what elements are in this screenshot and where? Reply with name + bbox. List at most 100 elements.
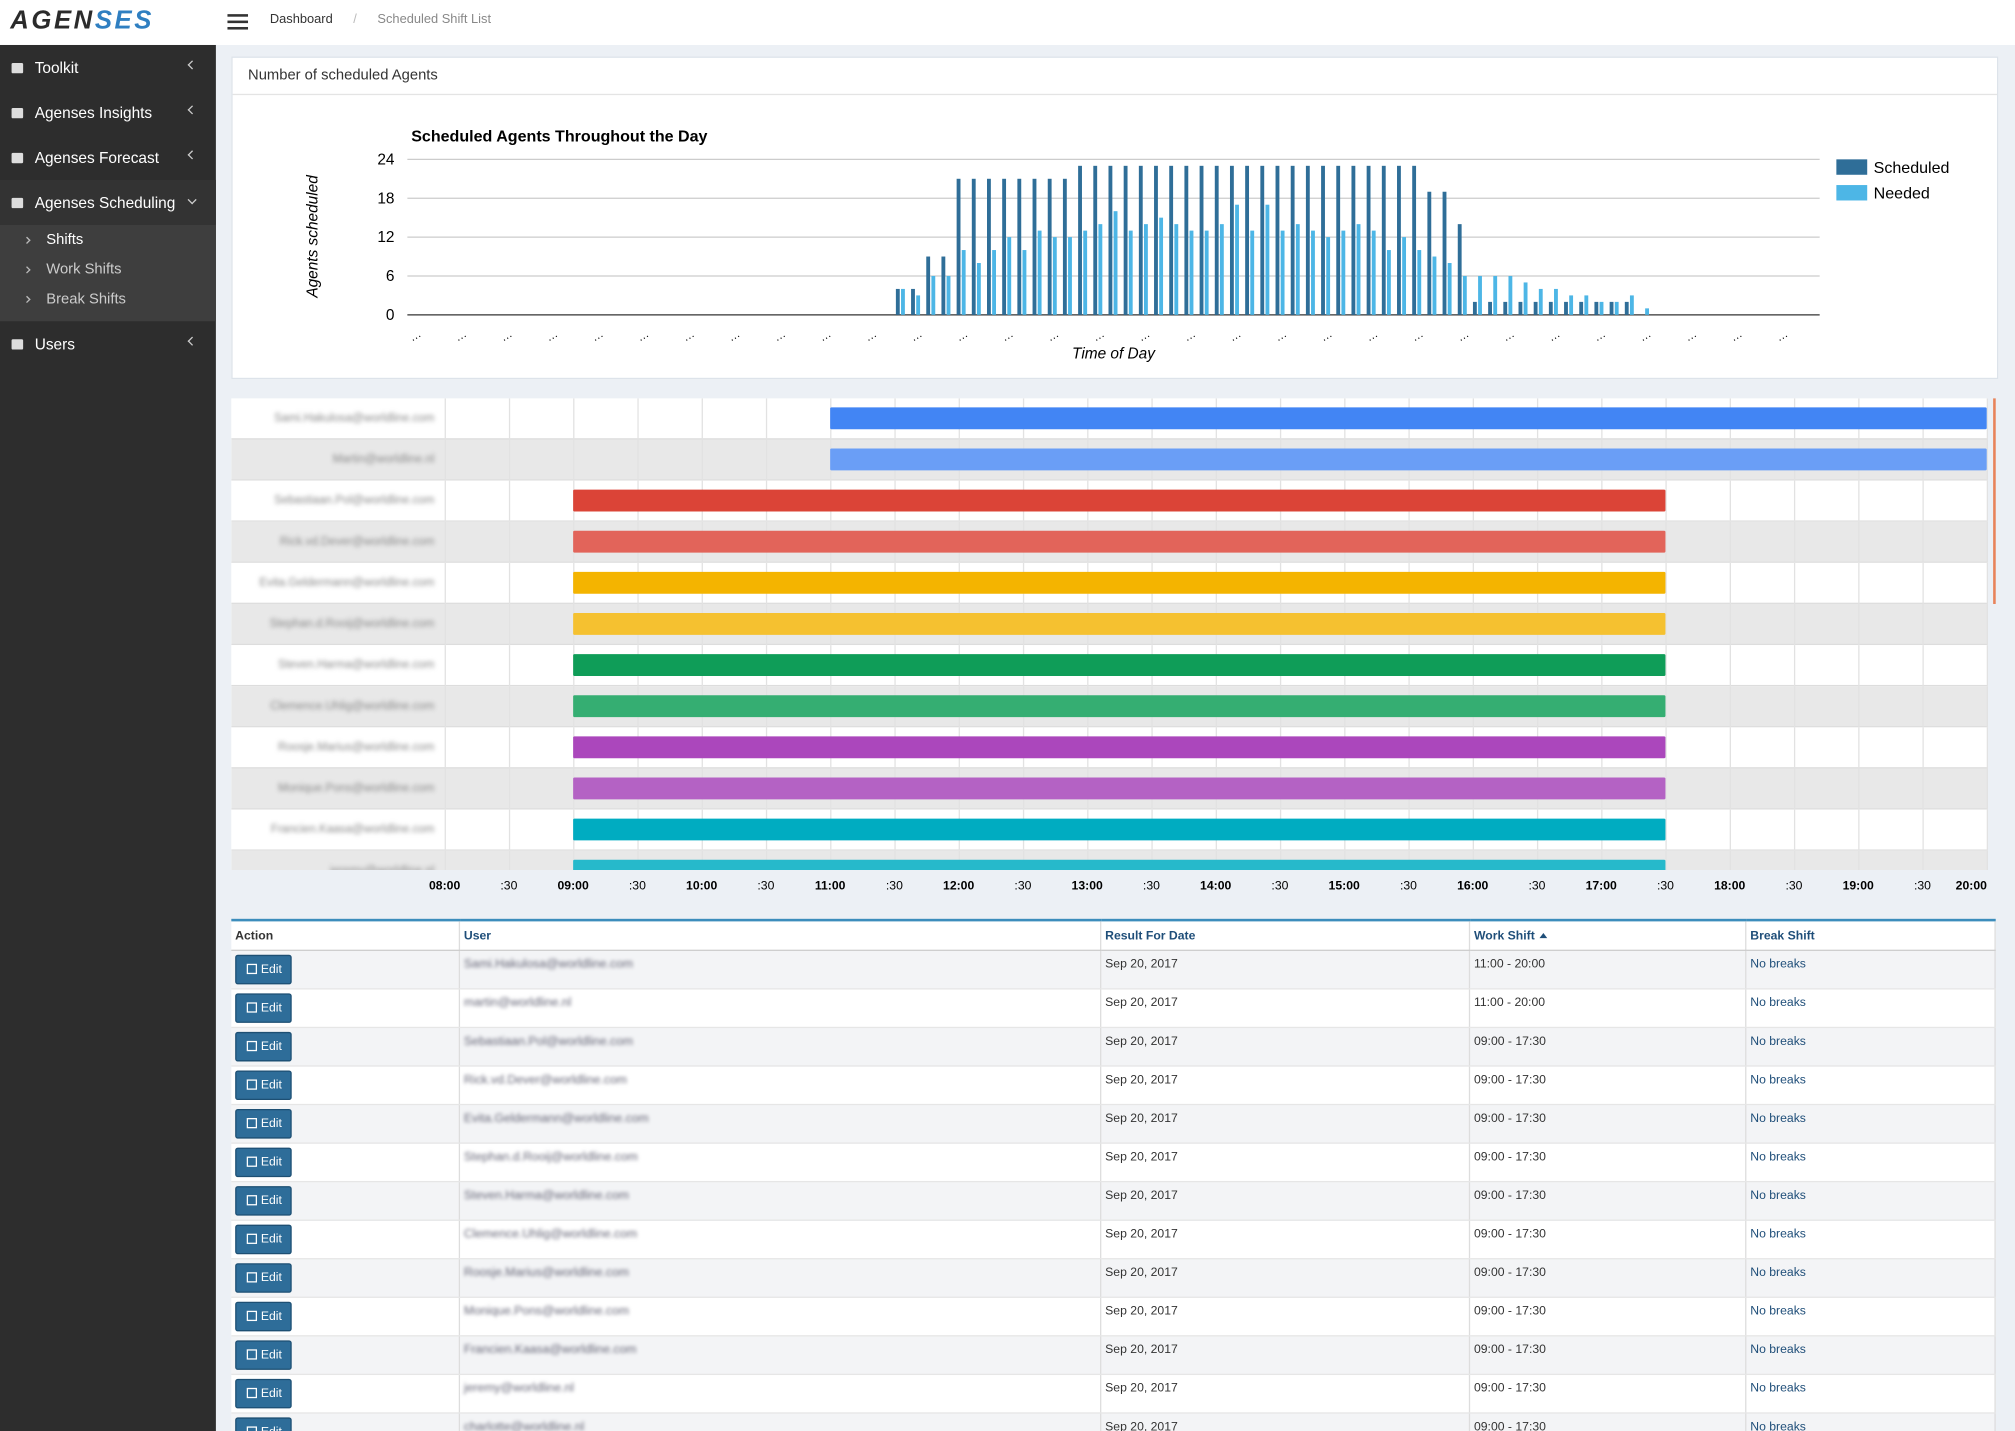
timeline-label: jeremy@worldline.nl [330,863,435,870]
table-cell: Sep 20, 2017 [1100,1143,1471,1183]
edit-button[interactable]: Edit [235,1109,293,1139]
edit-button[interactable]: Edit [235,1186,293,1216]
submenu-item[interactable]: Shifts [0,226,216,256]
breadcrumb-link[interactable]: Dashboard [269,12,333,27]
chart-panel: Number of scheduled Agents Scheduled Age… [231,56,1999,380]
bar [1447,263,1452,315]
shift-bar[interactable] [573,530,1666,553]
table-cell: 09:00 - 17:30 [1469,1065,1747,1106]
shift-bar[interactable] [573,777,1666,800]
edit-label: Edit [260,1155,282,1170]
logo[interactable]: AGENSES [10,6,154,36]
break-link[interactable]: No breaks [1750,1073,1806,1088]
edit-button[interactable]: Edit [235,1070,293,1101]
shift-bar[interactable] [573,695,1666,718]
bar [931,275,936,315]
table-row: Edit Sami.Hakulosa@worldline.com Sep 20, 2… [231,950,1996,990]
table-cell: No breaks [1745,1027,1996,1067]
table-cell: No breaks [1745,1181,1996,1221]
column-header-text: Result For Date [1105,928,1196,943]
x-tick-label: … [1546,328,1562,344]
edit-button[interactable]: Edit [235,1301,293,1332]
break-link[interactable]: No breaks [1750,957,1806,972]
bar [1229,165,1234,315]
table-cell: Sep 20, 2017 [1100,950,1471,990]
shift-bar[interactable] [830,407,1987,430]
shift-bar[interactable] [573,612,1666,635]
shift-bar[interactable] [573,654,1666,676]
grid-line [444,398,446,440]
scrollbar[interactable] [1993,398,1996,604]
menu-label: Toolkit [34,59,79,78]
bar [1569,295,1574,315]
table-cell: Rick.vd.Dever@worldline.com [459,1065,1102,1106]
edit-button[interactable]: Edit [235,1031,293,1062]
table-cell: Edit [231,1374,461,1414]
timeline-row: Evita.Geldermann@worldline.com [231,562,1989,604]
bar [1402,237,1407,315]
timeline-row: Sebastiaan.Pol@worldline.com [231,480,1989,522]
table-cell: Sep 20, 2017 [1100,1258,1471,1298]
table-cell: 09:00 - 17:30 [1469,1027,1747,1067]
break-link[interactable]: No breaks [1750,1150,1806,1165]
table-cell: Sep 20, 2017 [1100,988,1471,1029]
shift-bar[interactable] [573,818,1666,841]
table-cell: jeremy@worldline.nl [459,1374,1102,1414]
edit-button[interactable]: Edit [235,1417,293,1431]
edit-button[interactable]: Edit [235,1147,293,1178]
break-link[interactable]: No breaks [1750,1111,1806,1126]
y-tick-label: 24 [377,151,395,168]
edit-button[interactable]: Edit [235,1224,293,1255]
menu-item[interactable]: Users [0,321,216,366]
bar [1214,165,1219,315]
shift-bar[interactable] [573,736,1666,759]
edit-button[interactable]: Edit [235,1378,293,1409]
break-link[interactable]: No breaks [1750,1381,1806,1396]
edit-button[interactable]: Edit [235,1340,293,1370]
column-header[interactable]: Result For Date [1100,918,1471,951]
edit-label: Edit [260,1078,282,1093]
bar [1533,301,1538,315]
shift-bar[interactable] [573,859,1666,870]
break-link[interactable]: No breaks [1750,1034,1806,1049]
shift-bar[interactable] [573,571,1666,594]
bar [1548,301,1553,315]
submenu-item[interactable]: Break Shifts [0,285,216,315]
bar [1321,165,1325,315]
break-link[interactable]: No breaks [1750,995,1806,1011]
edit-icon [246,1349,258,1360]
menu-item[interactable]: Agenses Insights [0,90,216,135]
table-cell: Stephan.d.Rooij@worldline.com [459,1143,1102,1183]
edit-button[interactable]: Edit [235,1263,293,1293]
menu-item[interactable]: Agenses Scheduling [0,179,216,225]
menu-label: Agenses Scheduling [34,194,176,213]
y-tick-label: 0 [386,307,395,324]
bar [1159,217,1164,315]
x-tick-label: … [1501,328,1517,344]
break-link[interactable]: No breaks [1750,1188,1806,1203]
break-link[interactable]: No breaks [1750,1227,1806,1242]
grid-line [1793,645,1796,687]
edit-button[interactable]: Edit [235,954,293,985]
menu-toggle[interactable] [227,14,249,17]
menu-item[interactable]: Agenses Forecast [0,135,216,180]
shift-bar[interactable] [573,489,1666,512]
break-link[interactable]: No breaks [1750,1420,1806,1431]
break-link[interactable]: No breaks [1750,1304,1806,1319]
table-cell: Sep 20, 2017 [1100,1412,1471,1431]
break-link[interactable]: No breaks [1750,1342,1806,1358]
cell-text: Sep 20, 2017 [1105,1381,1178,1396]
column-header[interactable]: User [459,918,1102,951]
submenu-item[interactable]: Work Shifts [0,256,216,286]
grid-line [1986,480,1989,522]
menu-item[interactable]: Toolkit [0,45,216,90]
x-tick-label: … [681,328,697,344]
bar [1138,165,1143,315]
column-header[interactable]: Work Shift [1469,918,1747,951]
column-header[interactable]: Break Shift [1745,918,1996,951]
break-link[interactable]: No breaks [1750,1265,1806,1280]
shift-bar[interactable] [830,448,1987,471]
grid-line [701,398,703,440]
edit-button[interactable]: Edit [235,993,293,1023]
grid-line [1858,603,1860,646]
